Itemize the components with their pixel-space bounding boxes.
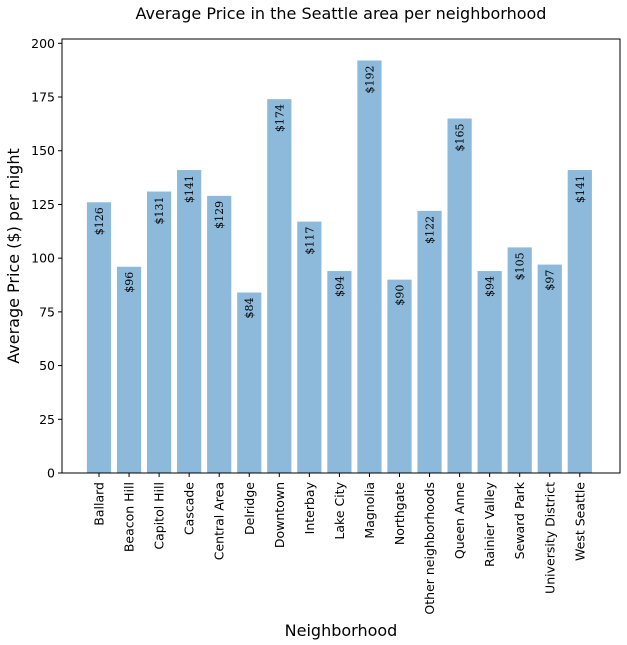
data-label: $96: [123, 272, 136, 293]
x-tick-label: Ballard: [92, 482, 107, 526]
data-label: $94: [484, 276, 497, 297]
y-tick-label: 150: [31, 143, 55, 158]
bar: [207, 195, 232, 473]
bar: [237, 292, 262, 473]
y-tick-label: 100: [31, 251, 55, 266]
data-label: $192: [363, 65, 376, 93]
bar: [357, 60, 382, 474]
y-tick-label: 25: [39, 412, 55, 427]
plot-area: $126 Ballard $96 Beacon Hill $131 Capitol Hil…: [31, 36, 621, 615]
data-label: $126: [93, 207, 106, 235]
x-tick-label: West Seattle: [572, 482, 587, 561]
x-tick-label: University District: [542, 482, 557, 594]
y-tick-label: 50: [39, 358, 55, 373]
bar: [387, 279, 412, 473]
data-label: $117: [303, 227, 316, 255]
bar: [86, 202, 112, 474]
data-label: $174: [273, 104, 286, 132]
y-tick-label: 175: [31, 90, 55, 105]
data-label: $141: [574, 175, 587, 203]
y-axis-label: Average Price ($) per night: [4, 148, 23, 363]
x-axis-label: Neighborhood: [285, 621, 398, 640]
bar: [327, 271, 352, 473]
x-tick-label: Capitol Hill: [152, 482, 167, 550]
data-label: $129: [213, 201, 226, 229]
bar: [477, 271, 502, 473]
x-tick-label: Downtown: [272, 482, 287, 548]
data-label: $94: [333, 276, 346, 297]
bar: [507, 247, 532, 473]
x-tick-label: Northgate: [392, 482, 407, 545]
bar: [537, 264, 562, 473]
data-label: $84: [243, 298, 256, 319]
x-tick-label: Central Area: [212, 482, 227, 560]
data-label: $97: [544, 270, 557, 291]
bar: [417, 210, 442, 473]
chart-title: Average Price in the Seattle area per ne…: [136, 4, 547, 23]
x-tick-label: Seward Park: [512, 481, 527, 559]
x-tick-label: Delridge: [242, 482, 257, 535]
data-label: $165: [454, 123, 467, 151]
y-tick-label: 200: [31, 36, 55, 51]
bar: [297, 221, 322, 473]
bar: [567, 170, 592, 474]
bar: [116, 266, 142, 473]
x-tick-label: Beacon Hill: [122, 482, 137, 552]
bar: [447, 118, 472, 473]
y-tick-label: 75: [39, 304, 55, 319]
data-label: $131: [153, 197, 166, 225]
y-tick-label: 125: [31, 197, 55, 212]
plot-frame: [61, 38, 621, 474]
y-tick-label: 0: [47, 466, 55, 481]
x-tick-label: Rainier Valley: [482, 481, 497, 567]
data-label: $122: [424, 216, 437, 244]
x-tick-label: Interbay: [302, 481, 317, 534]
bar: [177, 170, 202, 474]
data-label: $90: [394, 285, 407, 306]
x-tick-label: Magnolia: [362, 482, 377, 539]
data-label: $105: [514, 252, 527, 280]
bar: [267, 99, 292, 473]
x-tick-label: Lake City: [332, 481, 347, 539]
bar: [147, 191, 172, 473]
x-tick-label: Cascade: [182, 482, 197, 535]
data-label: $141: [183, 175, 196, 203]
x-tick-label: Other neighborhoods: [422, 482, 437, 615]
x-tick-label: Queen Anne: [452, 482, 467, 559]
